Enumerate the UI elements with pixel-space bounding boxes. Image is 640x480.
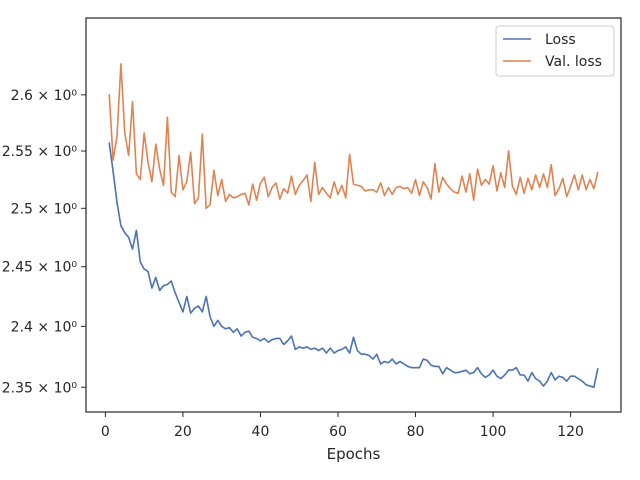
plot-frame bbox=[85, 17, 622, 413]
legend: Loss Val. loss bbox=[495, 25, 615, 77]
x-tick-label: 0 bbox=[101, 424, 110, 440]
y-tick-label: 2.5 × 10⁰ bbox=[11, 201, 78, 217]
x-tick-label: 100 bbox=[480, 424, 507, 440]
x-tick-label: 120 bbox=[557, 424, 584, 440]
x-tick-label: 40 bbox=[252, 424, 270, 440]
series-line-val-loss bbox=[108, 63, 599, 210]
x-tick-label: 20 bbox=[174, 424, 192, 440]
series-line-loss bbox=[108, 142, 599, 389]
legend-label-loss: Loss bbox=[545, 32, 576, 48]
plot-background bbox=[86, 18, 621, 412]
legend-label-val-loss: Val. loss bbox=[545, 54, 602, 70]
x-tick-label: 80 bbox=[407, 424, 425, 440]
x-tick-label: 60 bbox=[329, 424, 347, 440]
y-tick-label: 2.55 × 10⁰ bbox=[2, 144, 78, 160]
y-tick-label: 2.6 × 10⁰ bbox=[11, 88, 78, 104]
x-axis-label: Epochs bbox=[327, 445, 381, 463]
x-axis-ticks: 0 20 40 60 80 100 120 bbox=[101, 412, 584, 440]
series-lines bbox=[108, 63, 599, 389]
y-axis-ticks: 2.35 × 10⁰ 2.4 × 10⁰ 2.45 × 10⁰ 2.5 × 10⁰ 2.… bbox=[2, 88, 86, 396]
y-tick-label: 2.45 × 10⁰ bbox=[2, 260, 78, 276]
y-tick-label: 2.35 × 10⁰ bbox=[2, 380, 78, 396]
y-tick-label: 2.4 × 10⁰ bbox=[11, 319, 78, 335]
